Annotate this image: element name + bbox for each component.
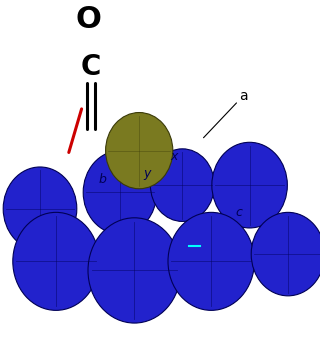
Circle shape [150, 149, 214, 221]
Circle shape [168, 212, 254, 310]
Text: O: O [75, 5, 101, 34]
Text: C: C [81, 53, 101, 81]
Circle shape [83, 151, 157, 234]
Text: x: x [171, 150, 178, 163]
Text: b: b [99, 173, 106, 186]
Circle shape [3, 167, 77, 250]
Text: y: y [143, 167, 151, 180]
Circle shape [106, 113, 173, 189]
Circle shape [88, 218, 181, 323]
Circle shape [212, 142, 287, 228]
Circle shape [251, 212, 320, 296]
Text: c: c [235, 206, 242, 219]
Circle shape [13, 212, 99, 310]
Text: a: a [239, 89, 247, 103]
